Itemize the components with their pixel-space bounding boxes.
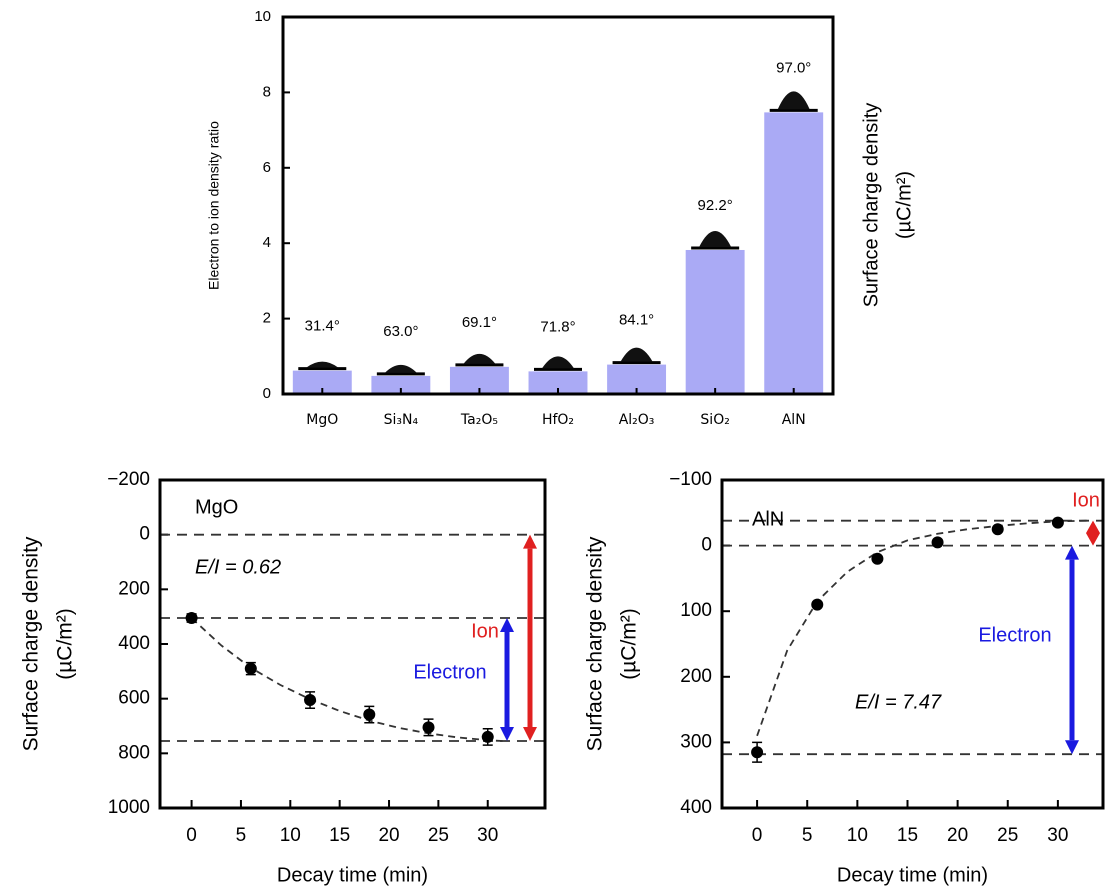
angle-label: 71.8° — [540, 318, 575, 335]
droplet — [463, 353, 496, 364]
arrow-label: Ion — [1072, 489, 1100, 511]
data-point — [481, 730, 494, 743]
angle-label: 97.0° — [776, 59, 811, 76]
data-point — [991, 523, 1004, 536]
y-axis-label: Surface charge density — [20, 536, 43, 751]
x-tick-label: HfO₂ — [542, 412, 574, 428]
arrow-head — [500, 618, 514, 742]
y-tick-label: 6 — [263, 159, 271, 176]
bar — [685, 249, 745, 394]
right-label: Surface charge density — [860, 103, 882, 308]
data-point — [1051, 516, 1064, 529]
y-tick-label: 10 — [254, 8, 271, 25]
y-tick-label: 8 — [263, 83, 271, 100]
panel-label: AlN — [752, 508, 784, 530]
x-tick-label: 25 — [428, 825, 449, 846]
angle-label: 84.1° — [619, 312, 654, 329]
x-tick-label: Ta₂O₅ — [460, 412, 498, 428]
y-tick-label: 100 — [680, 600, 712, 621]
droplet — [384, 364, 417, 373]
y-tick-label: −200 — [107, 469, 150, 490]
ratio-label: E/I = 7.47 — [855, 691, 942, 713]
data-point — [304, 694, 317, 707]
droplet — [777, 91, 810, 110]
droplet — [306, 361, 339, 368]
y-axis-label: Electron to ion density ratio — [206, 121, 222, 290]
arrow-head — [1086, 520, 1100, 546]
y-axis-label: (µC/m²) — [54, 608, 77, 680]
y-axis-label: Surface charge density — [584, 536, 607, 751]
data-point — [751, 746, 764, 759]
y-tick-label: 2 — [263, 310, 271, 327]
angle-label: 31.4° — [305, 318, 340, 335]
panel-label: MgO — [195, 496, 238, 518]
x-axis-label: Decay time (min) — [837, 864, 988, 886]
y-tick-label: 4 — [263, 234, 271, 251]
bar — [764, 112, 824, 395]
y-tick-label: −100 — [669, 469, 712, 490]
y-tick-label: 400 — [680, 797, 712, 818]
x-tick-label: 15 — [897, 825, 918, 846]
data-point — [422, 721, 435, 734]
x-tick-label: MgO — [306, 412, 338, 428]
y-tick-label: 800 — [118, 742, 150, 763]
angle-label: 92.2° — [698, 197, 733, 214]
data-point — [185, 612, 198, 625]
arrow-label: Ion — [471, 620, 499, 642]
plot-frame — [281, 15, 835, 396]
y-tick-label: 600 — [118, 688, 150, 709]
arrow-label: Electron — [413, 661, 486, 683]
x-tick-label: 5 — [236, 825, 247, 846]
x-tick-label: SiO₂ — [700, 412, 729, 428]
fit-curve — [190, 617, 503, 742]
x-tick-label: 15 — [329, 825, 350, 846]
droplet — [542, 356, 574, 369]
droplet — [699, 230, 732, 247]
arrow-label: Electron — [978, 624, 1051, 646]
x-tick-label: Si₃N₄ — [384, 412, 419, 428]
y-tick-label: 300 — [680, 731, 712, 752]
data-point — [244, 662, 257, 675]
data-point — [871, 552, 884, 565]
x-tick-label: 25 — [997, 825, 1018, 846]
angle-label: 69.1° — [462, 314, 497, 331]
y-tick-label: 0 — [701, 535, 712, 556]
y-tick-label: 1000 — [108, 797, 150, 818]
bar — [371, 375, 431, 394]
x-axis-label: Decay time (min) — [277, 864, 428, 886]
y-tick-label: 200 — [118, 578, 150, 599]
data-point — [811, 598, 824, 611]
x-tick-label: 20 — [947, 825, 968, 846]
x-tick-label: 0 — [186, 825, 197, 846]
x-tick-label: 5 — [802, 825, 813, 846]
y-axis-label: (µC/m²) — [618, 608, 641, 680]
x-tick-label: 10 — [847, 825, 868, 846]
x-tick-label: 0 — [752, 825, 763, 846]
y-tick-label: 0 — [139, 524, 150, 545]
y-tick-label: 200 — [680, 666, 712, 687]
fit-curve — [756, 519, 1088, 737]
x-tick-label: 10 — [280, 825, 301, 846]
y-tick-label: 0 — [263, 385, 271, 402]
x-tick-label: Al₂O₃ — [619, 412, 655, 428]
right-label: (µC/m²) — [893, 171, 915, 239]
angle-label: 63.0° — [383, 323, 418, 340]
ratio-label: E/I = 0.62 — [195, 556, 281, 578]
y-tick-label: 400 — [118, 633, 150, 654]
x-tick-label: 20 — [378, 825, 399, 846]
plot-frame — [720, 478, 1105, 810]
droplet — [620, 347, 653, 362]
x-tick-label: 30 — [1047, 825, 1068, 846]
bar — [528, 371, 588, 394]
x-tick-label: AlN — [782, 412, 806, 428]
x-tick-label: 30 — [477, 825, 498, 846]
plot-frame — [158, 478, 547, 810]
data-point — [931, 536, 944, 549]
data-point — [363, 708, 376, 721]
bar — [292, 370, 352, 394]
